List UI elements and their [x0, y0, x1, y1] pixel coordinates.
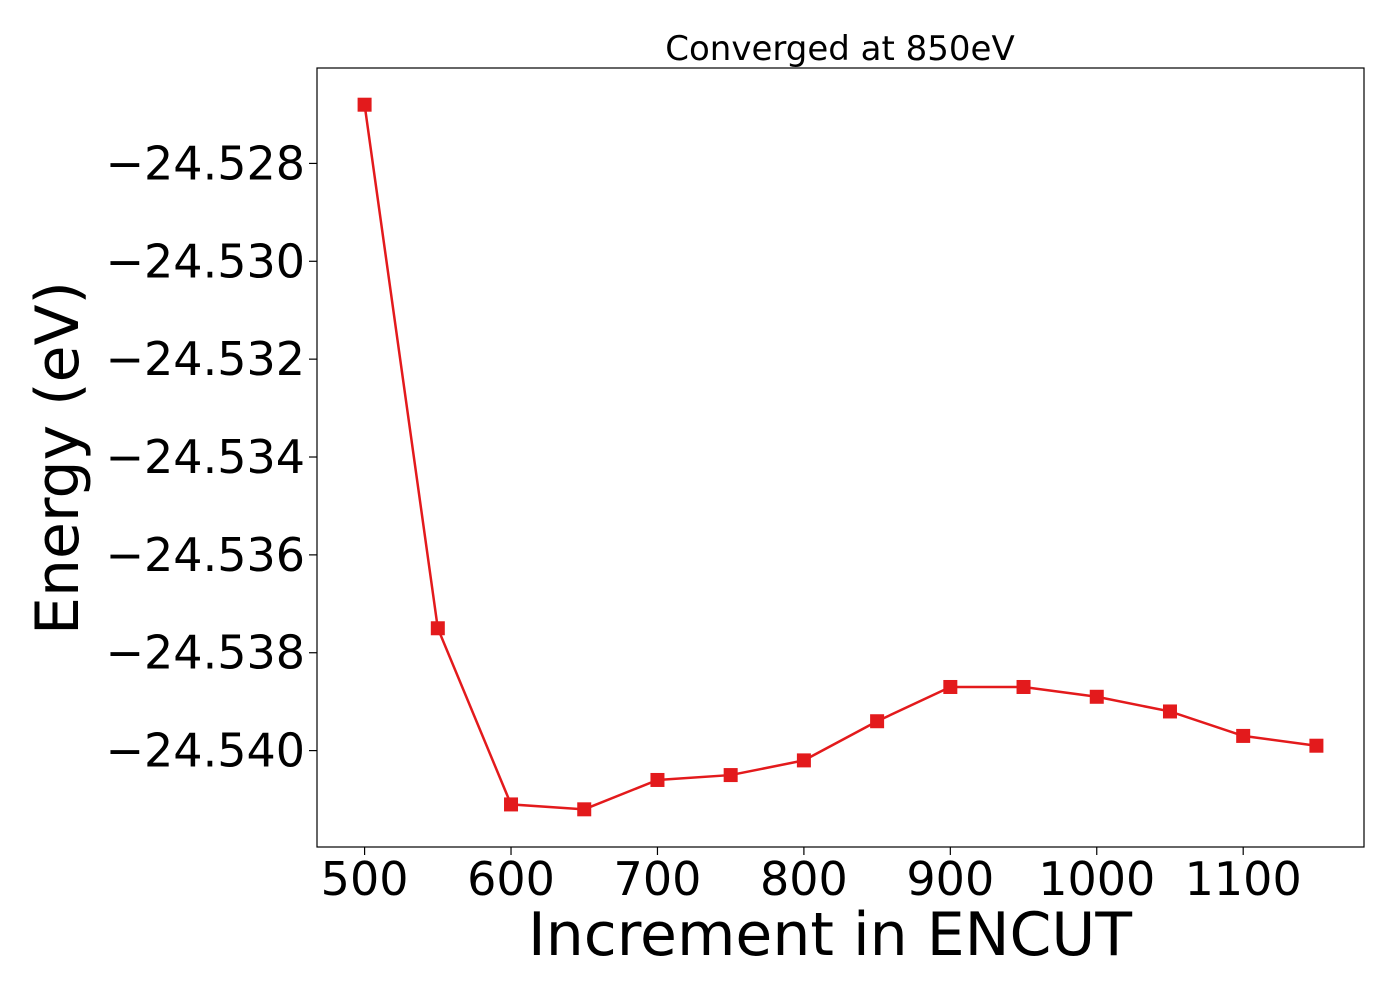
x-tick-label: 800	[760, 852, 848, 906]
data-point	[796, 753, 811, 768]
y-tick-label: −24.532	[106, 332, 306, 386]
plot-area: 500 600 700 800 900 1000 1100 −24.528−24.530−2…	[106, 67, 1365, 906]
data-point	[650, 772, 665, 787]
x-tick-label: 700	[614, 852, 702, 906]
x-tick-label: 1100	[1185, 852, 1302, 906]
data-point	[1089, 689, 1104, 704]
x-tick-label: 1000	[1038, 852, 1155, 906]
data-point	[357, 97, 372, 112]
axes-frame	[316, 67, 1365, 848]
data-point	[1016, 679, 1031, 694]
y-tick-label: −24.540	[106, 724, 306, 778]
y-tick-label: −24.530	[106, 234, 306, 288]
series-line	[363, 104, 1317, 811]
y-axis-label: Energy (eV)	[23, 281, 93, 635]
y-axis-ticks: −24.528 −24.530 −24.532 −24.534 −24.536 −24.5…	[106, 136, 317, 778]
y-tick-label: −24.528	[106, 136, 306, 190]
y-tick-label: −24.536	[106, 528, 306, 582]
data-point	[723, 768, 738, 783]
data-point	[1309, 738, 1324, 753]
data-point	[1236, 728, 1251, 743]
y-tick-label: −24.534	[106, 430, 306, 484]
x-tick-label: 900	[906, 852, 994, 906]
x-axis-label: Increment in ENCUT	[528, 900, 1132, 970]
data-point	[870, 714, 885, 729]
x-tick-label: 500	[321, 852, 409, 906]
data-point	[1162, 704, 1177, 719]
x-axis-ticks: 500 600 700 800 900 1000 1100	[321, 847, 1302, 906]
chart-title: Converged at 850eV	[665, 29, 1014, 69]
data-point	[943, 679, 958, 694]
y-tick-label: −24.538	[106, 626, 306, 680]
series-markers	[357, 97, 1324, 817]
data-point	[430, 621, 445, 636]
data-point	[577, 802, 592, 817]
data-point	[504, 797, 519, 812]
x-tick-label: 600	[467, 852, 555, 906]
